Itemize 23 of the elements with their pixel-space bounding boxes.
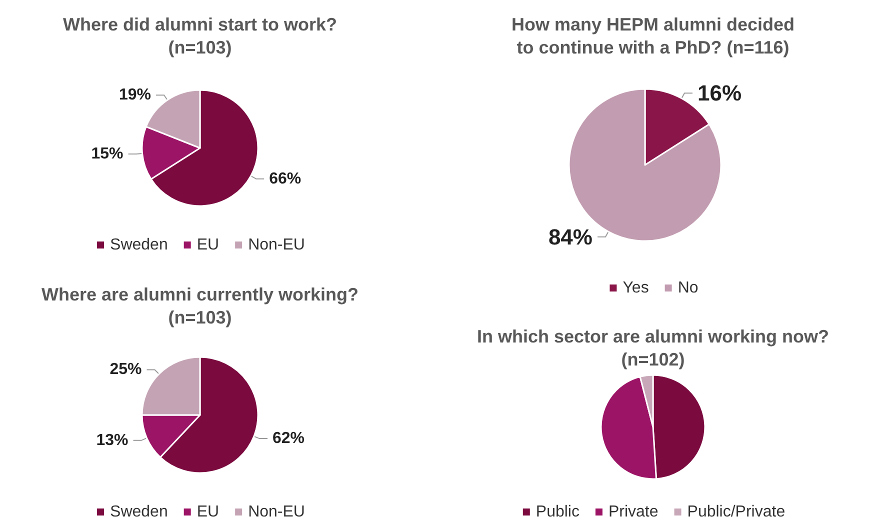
data-label: 66% xyxy=(269,170,302,188)
data-label: 13% xyxy=(96,432,128,449)
legend-label: Sweden xyxy=(110,236,168,254)
legend-label: Sweden xyxy=(110,504,168,520)
chart-title: How many HEPM alumni decided to continue with a PhD? (n=116) xyxy=(511,14,795,58)
data-label: 84% xyxy=(548,224,592,250)
data-label: 62% xyxy=(272,430,305,448)
legend-label: Private xyxy=(608,504,658,520)
legend-label: Yes xyxy=(622,280,649,296)
legend-label: Non-EU xyxy=(248,504,305,520)
chart-title: Where did alumni start to work? (n=103) xyxy=(62,14,338,58)
legend-label: EU xyxy=(196,504,220,520)
chart-title: In which sector are alumni working now? (n=102) xyxy=(476,326,830,370)
data-label: 25% xyxy=(110,361,142,378)
legend-label: Public xyxy=(536,504,580,520)
data-label: 19% xyxy=(118,86,152,104)
chart-title: Where are alumni currently working? (n=103) xyxy=(41,284,359,328)
data-label: 15% xyxy=(91,146,124,163)
data-label: 16% xyxy=(698,80,742,106)
legend-label: Public/Private xyxy=(687,504,786,520)
legend-label: EU xyxy=(196,236,220,254)
legend-label: No xyxy=(678,280,698,296)
legend-label: Non-EU xyxy=(248,236,305,254)
